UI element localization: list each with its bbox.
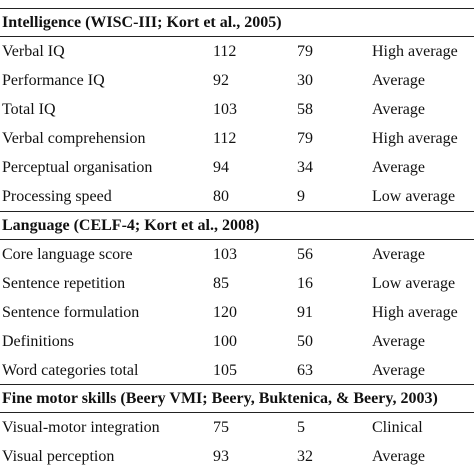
row-label: Visual perception <box>2 448 115 465</box>
table-row: Visual perception 93 32 Average <box>0 442 474 471</box>
row-classification: Low average <box>372 188 456 205</box>
table-row: Sentence repetition 85 16 Low average <box>0 269 474 298</box>
row-score: 85 <box>213 275 229 292</box>
row-classification: Average <box>372 246 425 263</box>
row-label: Visual-motor integration <box>2 419 160 436</box>
row-label: Perceptual organisation <box>2 159 153 176</box>
table-row: Total IQ 103 58 Average <box>0 95 474 124</box>
section-heading-rule <box>0 239 474 240</box>
row-label: Processing speed <box>2 188 112 205</box>
row-classification: Average <box>372 448 425 465</box>
row-score: 100 <box>213 333 237 350</box>
row-classification: Average <box>372 362 425 379</box>
row-label: Verbal IQ <box>2 43 65 60</box>
table-row: Visual-motor integration 75 5 Clinical <box>0 413 474 442</box>
section-heading-rule <box>0 412 474 413</box>
section-top-rule <box>0 384 474 385</box>
row-classification: Average <box>372 72 425 89</box>
row-label: Sentence formulation <box>2 304 140 321</box>
row-score: 103 <box>213 101 237 118</box>
row-percentile: 16 <box>297 275 313 292</box>
row-percentile: 30 <box>297 72 313 89</box>
row-score: 120 <box>213 304 237 321</box>
row-score: 93 <box>213 448 229 465</box>
row-percentile: 9 <box>297 188 305 205</box>
table-row: Sentence formulation 120 91 High average <box>0 298 474 327</box>
row-score: 80 <box>213 188 229 205</box>
section-top-rule <box>0 8 474 9</box>
row-score: 112 <box>213 130 237 147</box>
table-row: Core language score 103 56 Average <box>0 240 474 269</box>
row-label: Word categories total <box>2 362 139 379</box>
section-heading-fine-motor: Fine motor skills (Beery VMI; Beery, Buk… <box>2 390 438 407</box>
row-classification: Clinical <box>372 419 423 436</box>
row-score: 112 <box>213 43 237 60</box>
row-label: Core language score <box>2 246 133 263</box>
row-classification: Low average <box>372 275 456 292</box>
table-row: Performance IQ 92 30 Average <box>0 66 474 95</box>
row-classification: High average <box>372 43 458 60</box>
section-heading-intelligence: Intelligence (WISC-III; Kort et al., 200… <box>2 14 282 31</box>
row-percentile: 58 <box>297 101 313 118</box>
row-score: 92 <box>213 72 229 89</box>
table-row: Definitions 100 50 Average <box>0 327 474 356</box>
row-percentile: 34 <box>297 159 313 176</box>
row-label: Sentence repetition <box>2 275 126 292</box>
row-score: 94 <box>213 159 229 176</box>
row-classification: Average <box>372 333 425 350</box>
section-heading-language: Language (CELF-4; Kort et al., 2008) <box>2 217 260 234</box>
row-label: Performance IQ <box>2 72 105 89</box>
table-row: Processing speed 80 9 Low average <box>0 182 474 211</box>
section-heading-rule <box>0 36 474 37</box>
row-percentile: 5 <box>297 419 305 436</box>
table-row: Verbal IQ 112 79 High average <box>0 37 474 66</box>
table-row: Perceptual organisation 94 34 Average <box>0 153 474 182</box>
row-percentile: 79 <box>297 43 313 60</box>
table-row: Word categories total 105 63 Average <box>0 356 474 385</box>
row-percentile: 56 <box>297 246 313 263</box>
row-score: 105 <box>213 362 237 379</box>
row-classification: Average <box>372 101 425 118</box>
row-label: Definitions <box>2 333 74 350</box>
row-label: Total IQ <box>2 101 56 118</box>
row-classification: High average <box>372 130 458 147</box>
row-classification: High average <box>372 304 458 321</box>
row-percentile: 63 <box>297 362 313 379</box>
row-percentile: 91 <box>297 304 313 321</box>
row-score: 75 <box>213 419 229 436</box>
section-top-rule <box>0 211 474 212</box>
row-percentile: 50 <box>297 333 313 350</box>
row-score: 103 <box>213 246 237 263</box>
row-percentile: 32 <box>297 448 313 465</box>
row-percentile: 79 <box>297 130 313 147</box>
table-row: Verbal comprehension 112 79 High average <box>0 124 474 153</box>
row-classification: Average <box>372 159 425 176</box>
row-label: Verbal comprehension <box>2 130 146 147</box>
